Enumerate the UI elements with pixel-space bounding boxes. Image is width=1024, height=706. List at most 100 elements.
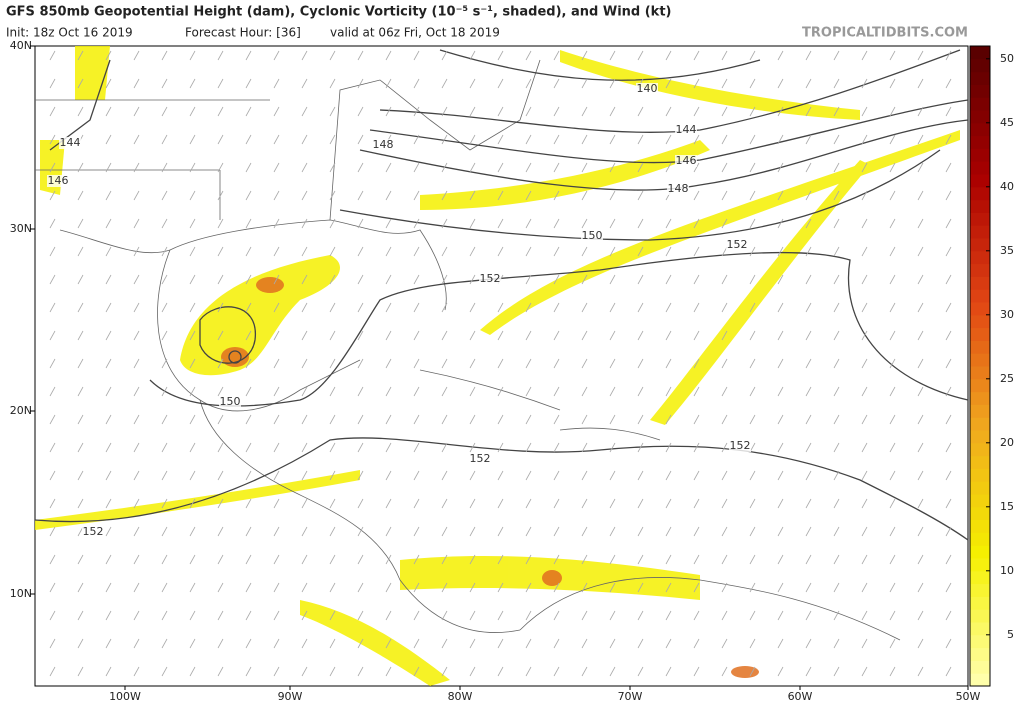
colorbar-band — [970, 558, 990, 572]
colorbar-band — [970, 250, 990, 265]
wind-barb — [217, 78, 224, 89]
contour-label-bg — [729, 440, 751, 452]
wind-barb — [273, 106, 280, 117]
wind-barb — [945, 498, 952, 509]
wind-barb — [441, 302, 448, 313]
wind-barb — [945, 442, 952, 453]
wind-barb — [805, 246, 812, 257]
wind-barb — [217, 386, 224, 397]
wind-barb — [777, 498, 784, 509]
wind-barb — [665, 498, 672, 509]
wind-barb — [105, 50, 112, 61]
wind-barb — [609, 358, 616, 369]
wind-barb — [861, 554, 868, 565]
wind-barb — [553, 190, 560, 201]
wind-barb — [161, 50, 168, 61]
wind-barb — [581, 274, 588, 285]
wind-barb — [469, 414, 476, 425]
wind-barb — [133, 554, 140, 565]
wind-barb — [49, 134, 56, 145]
wind-barb — [889, 274, 896, 285]
wind-barb — [189, 246, 196, 257]
wind-barb — [889, 498, 896, 509]
contour-label: 148 — [373, 138, 394, 151]
contour-label-bg — [581, 230, 603, 242]
wind-barb — [245, 50, 252, 61]
wind-barb — [497, 78, 504, 89]
wind-barb — [357, 498, 364, 509]
wind-barb — [553, 162, 560, 173]
wind-barb — [497, 610, 504, 621]
contour-label: 152 — [83, 525, 104, 538]
wind-barb — [441, 526, 448, 537]
wind-barb — [49, 610, 56, 621]
colorbar-band — [970, 622, 990, 636]
wind-barb — [945, 274, 952, 285]
wind-barb — [105, 134, 112, 145]
wind-barb — [805, 50, 812, 61]
wind-barb — [245, 246, 252, 257]
wind-barb — [189, 330, 196, 341]
wind-barb — [329, 498, 336, 509]
wind-barb — [133, 134, 140, 145]
wind-barb — [777, 442, 784, 453]
wind-barb — [189, 358, 196, 369]
wind-barb — [777, 302, 784, 313]
wind-barb — [357, 50, 364, 61]
wind-barb — [217, 582, 224, 593]
wind-barb — [77, 638, 84, 649]
wind-barb — [945, 106, 952, 117]
wind-barb — [693, 106, 700, 117]
wind-barb — [917, 134, 924, 145]
wind-barb — [581, 330, 588, 341]
wind-barb — [469, 554, 476, 565]
wind-barb — [273, 554, 280, 565]
wind-barb — [721, 218, 728, 229]
wind-barb — [161, 638, 168, 649]
wind-barb — [301, 162, 308, 173]
wind-barb — [525, 78, 532, 89]
wind-barb — [329, 274, 336, 285]
colorbar-frame — [969, 45, 991, 687]
wind-barb — [413, 386, 420, 397]
wind-barb — [413, 218, 420, 229]
wind-barb — [749, 638, 756, 649]
wind-barb — [329, 582, 336, 593]
wind-barb — [889, 582, 896, 593]
wind-barb — [469, 610, 476, 621]
wind-barb — [329, 218, 336, 229]
wind-barb — [777, 554, 784, 565]
wind-barb — [245, 638, 252, 649]
wind-barb — [861, 162, 868, 173]
wind-barb — [105, 442, 112, 453]
wind-barb — [805, 442, 812, 453]
wind-barb — [609, 470, 616, 481]
wind-barb — [833, 190, 840, 201]
wind-barb — [329, 610, 336, 621]
wind-barb — [861, 106, 868, 117]
wind-barb — [245, 302, 252, 313]
colorbar-band — [970, 327, 990, 341]
wind-barb — [497, 386, 504, 397]
wind-barb — [469, 162, 476, 173]
wind-barb — [581, 106, 588, 117]
lon-label: 70W — [618, 690, 643, 703]
colorbar-band — [970, 506, 990, 521]
wind-barb — [749, 470, 756, 481]
wind-barb — [329, 330, 336, 341]
colorbar: 5 10 15 20 25 30 35 40 45 50 — [969, 45, 1014, 687]
wind-barb — [497, 246, 504, 257]
lat-label: 20N — [10, 404, 32, 417]
wind-barb — [637, 134, 644, 145]
wind-barb — [525, 498, 532, 509]
wind-barb — [497, 442, 504, 453]
wind-barb — [77, 470, 84, 481]
wind-barb — [301, 106, 308, 117]
wind-barb — [301, 274, 308, 285]
contour-label-bg — [479, 273, 501, 285]
wind-barb — [357, 274, 364, 285]
wind-barb — [329, 666, 336, 677]
wind-barb — [245, 386, 252, 397]
colorbar-tick-label: 30 — [1000, 308, 1014, 321]
wind-barb — [497, 218, 504, 229]
